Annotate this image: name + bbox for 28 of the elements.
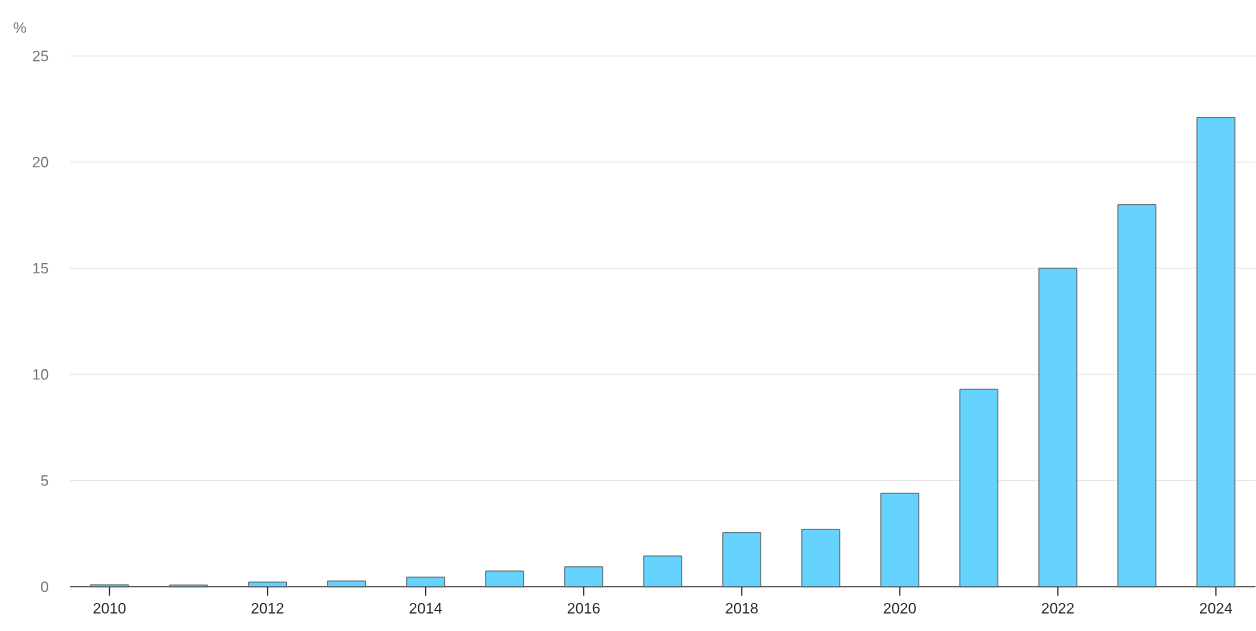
bar (959, 389, 999, 588)
x-tick-label: 2014 (409, 603, 442, 614)
x-tick-label: 2022 (1041, 603, 1074, 614)
bar (327, 580, 366, 588)
y-tick-label: 20 (32, 156, 49, 168)
bar (722, 532, 762, 588)
y-tick-label: 5 (41, 475, 49, 486)
x-tick-label: 2018 (725, 603, 758, 614)
bar (1196, 117, 1236, 588)
bar (564, 566, 604, 588)
bar (1038, 268, 1078, 588)
bar (248, 581, 287, 588)
y-tick-label: 15 (33, 263, 49, 274)
bar (406, 576, 445, 588)
bar (643, 555, 683, 588)
y-tick-label: 25 (32, 50, 49, 62)
x-tick-label: 2016 (567, 603, 600, 614)
y-axis-title: % (13, 22, 26, 33)
x-tick-label: 2024 (1199, 603, 1233, 614)
x-tick-label: 2012 (251, 603, 284, 614)
x-tick-label: 2010 (93, 603, 126, 614)
bar (880, 493, 920, 588)
y-tick-label: 0 (41, 581, 49, 593)
x-tick-label: 2020 (883, 603, 916, 614)
bar (1117, 204, 1157, 588)
bar (485, 570, 524, 588)
bar (801, 529, 841, 588)
y-tick-label: 10 (33, 369, 49, 380)
